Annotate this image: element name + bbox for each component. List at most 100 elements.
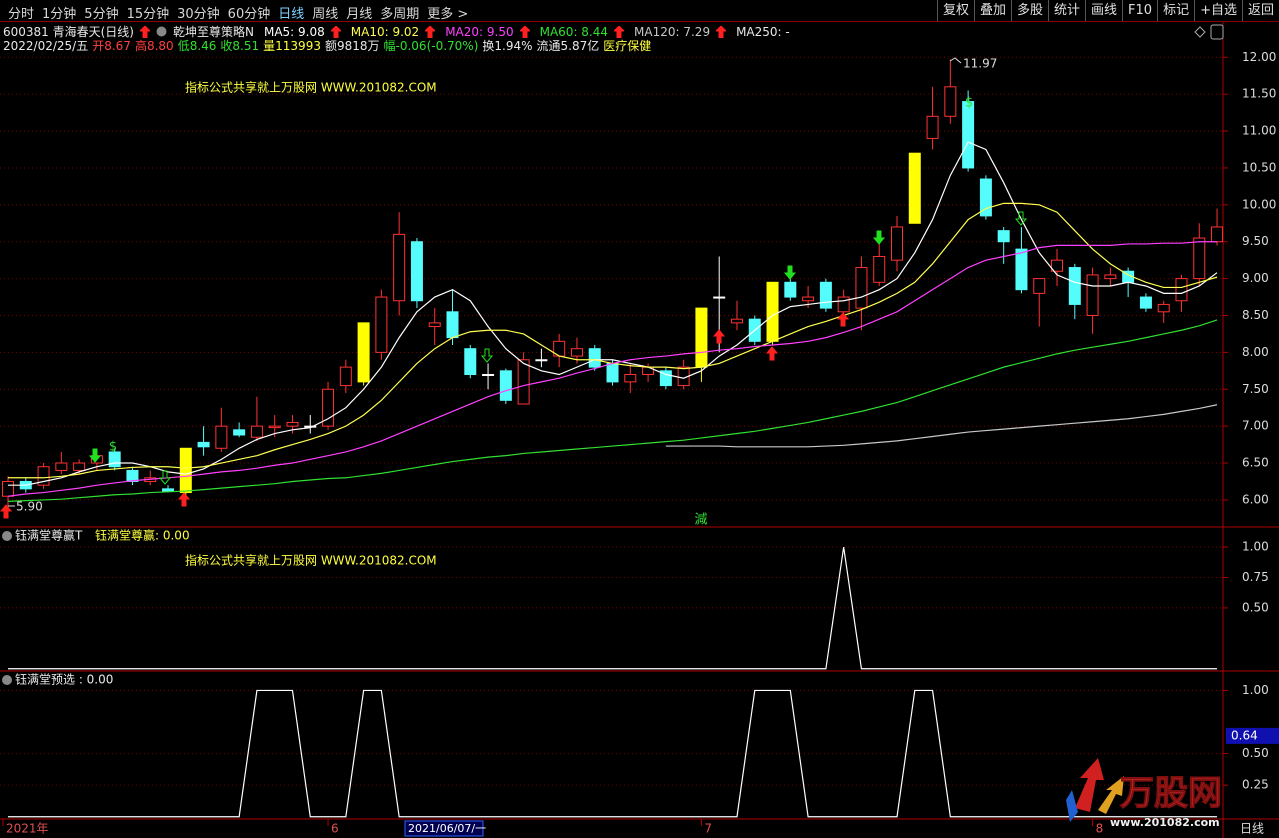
period-tab[interactable]: 15分钟 bbox=[126, 7, 170, 22]
period-tab[interactable]: 多周期 bbox=[380, 7, 420, 22]
ma-line bbox=[665, 404, 1218, 448]
arrow-icon bbox=[330, 25, 341, 38]
panel-icon bbox=[2, 675, 12, 685]
candle-body bbox=[322, 388, 335, 427]
signal-arrow bbox=[783, 265, 797, 280]
y-tick-label: 9.50 bbox=[1242, 234, 1269, 248]
period-tab[interactable]: 更多 > bbox=[427, 7, 469, 22]
candle-body bbox=[1157, 303, 1170, 313]
toolbar-button[interactable]: 标记 bbox=[1157, 0, 1194, 21]
candle-body bbox=[802, 296, 815, 302]
arrow-icon bbox=[140, 25, 150, 38]
x-tick-label: 7 bbox=[704, 822, 712, 836]
candle-body bbox=[410, 241, 423, 302]
quote-item: 医疗保健 bbox=[603, 39, 652, 53]
candle-body bbox=[535, 359, 548, 362]
candle-body bbox=[819, 281, 832, 309]
period-tab[interactable]: 30分钟 bbox=[177, 7, 220, 22]
candle-body bbox=[286, 421, 299, 427]
panel-button bbox=[1210, 24, 1224, 40]
y-tick-label: 0.50 bbox=[1242, 600, 1269, 614]
candle-body bbox=[659, 370, 672, 387]
signal-arrow bbox=[0, 504, 13, 519]
y-tick-label: 10.00 bbox=[1242, 197, 1276, 211]
arrow-shape bbox=[519, 25, 530, 38]
candle-body bbox=[250, 425, 263, 438]
quote-item: 流通5.87亿 bbox=[536, 39, 600, 53]
diamond-icon bbox=[1194, 26, 1206, 38]
high-pointer bbox=[949, 57, 962, 64]
period-tab[interactable]: 5分钟 bbox=[84, 7, 119, 22]
panel-title: 钰满堂预选 : 0.00 bbox=[15, 673, 113, 687]
x-tick-label: 8 bbox=[1096, 822, 1104, 836]
toolbar-button[interactable]: +自选 bbox=[1194, 0, 1242, 21]
strategy-name: 乾坤至尊策略N bbox=[173, 25, 254, 39]
quote-item: 幅-0.06(-0.70%) bbox=[383, 39, 479, 53]
y-tick-label: 12.00 bbox=[1242, 50, 1276, 64]
candle-body bbox=[464, 348, 477, 376]
y-tick-label: 0.25 bbox=[1242, 778, 1269, 792]
y-tick-label: 6.00 bbox=[1242, 492, 1269, 506]
toolbar-button[interactable]: F10 bbox=[1122, 0, 1157, 21]
legend-entry: MA250: - bbox=[736, 24, 790, 39]
arrow-shape bbox=[140, 25, 150, 38]
candle-body bbox=[375, 296, 388, 353]
toolbar-button[interactable]: 返回 bbox=[1241, 0, 1279, 21]
period-tab[interactable]: 分时 bbox=[8, 7, 35, 22]
legend-entry: MA20: 9.50 bbox=[445, 24, 514, 39]
toolbar-buttons: 复权 叠加 多股 统计 画线 F10 标记 +自选 返回 bbox=[936, 0, 1279, 21]
quote-item: 收8.51 bbox=[220, 39, 260, 53]
candle-body bbox=[1051, 259, 1064, 272]
ma-line bbox=[8, 141, 1218, 486]
signal-arrow bbox=[836, 312, 850, 327]
toolbar-button[interactable]: 画线 bbox=[1085, 0, 1122, 21]
candle-body bbox=[730, 318, 743, 324]
legend-entry: MA60: 8.44 bbox=[539, 24, 609, 39]
candle-body bbox=[997, 230, 1010, 243]
cursor-value-box bbox=[1226, 727, 1279, 744]
candle-body bbox=[482, 374, 495, 377]
candle-body bbox=[162, 488, 175, 492]
period-tab[interactable]: 60分钟 bbox=[227, 7, 271, 22]
arrow-icon bbox=[716, 25, 727, 38]
panel-subtitle: 钰满堂尊赢: 0.00 bbox=[95, 528, 190, 543]
toolbar-button[interactable]: 多股 bbox=[1010, 0, 1048, 21]
y-tick-label: 10.50 bbox=[1242, 160, 1276, 174]
x-tick-label: 2021年 bbox=[6, 822, 49, 836]
arrow-icon bbox=[519, 25, 530, 38]
x-tick-label: 6 bbox=[331, 822, 339, 836]
period-tab[interactable]: 周线 bbox=[312, 7, 339, 22]
toolbar-button[interactable]: 复权 bbox=[936, 0, 974, 21]
toolbar: 分时 1分钟 5分钟 15分钟 30分钟 60分钟 日线 周线 月线 多周期 更多 > 复权 叠加 多股… bbox=[0, 0, 1279, 22]
cursor-date: 2021/06/07/一 bbox=[408, 822, 486, 835]
quote-row: 2022/02/25/五 开8.67 高8.80 低8.46 收8.51 量113993 额… bbox=[3, 37, 651, 54]
period-tab[interactable]: 日线 bbox=[278, 7, 305, 22]
candle-body bbox=[108, 451, 121, 468]
y-tick-label: 0.75 bbox=[1242, 570, 1269, 584]
signal-arrow bbox=[88, 448, 102, 463]
watermark-url: www.201082.com bbox=[1110, 816, 1220, 829]
candle-body bbox=[268, 425, 281, 429]
candle-body bbox=[926, 115, 939, 139]
arrow-shape bbox=[716, 25, 727, 38]
y-tick-label: 11.50 bbox=[1242, 87, 1276, 101]
annotation: 指标公式共享就上万股网 WWW.201082.COM bbox=[185, 553, 437, 568]
arrow-icon bbox=[614, 25, 625, 38]
candle-body bbox=[393, 233, 406, 302]
signal-arrow bbox=[158, 470, 172, 485]
logo-arrow bbox=[1098, 776, 1124, 814]
candle-body bbox=[339, 366, 352, 387]
y-tick-label: 8.50 bbox=[1242, 308, 1269, 322]
quote-item: 2022/02/25/五 bbox=[3, 39, 89, 53]
toolbar-button[interactable]: 叠加 bbox=[973, 0, 1011, 21]
candle-body bbox=[695, 307, 708, 368]
period-tab[interactable]: 月线 bbox=[346, 7, 373, 22]
candle-body bbox=[1068, 267, 1081, 305]
ma-line bbox=[7, 241, 1218, 497]
signal-arrow bbox=[1014, 211, 1028, 226]
quote-item: 额9818万 bbox=[324, 39, 380, 53]
toolbar-button[interactable]: 统计 bbox=[1048, 0, 1085, 21]
period-tab[interactable]: 1分钟 bbox=[42, 7, 77, 22]
quote-item: 低8.46 bbox=[177, 39, 217, 53]
